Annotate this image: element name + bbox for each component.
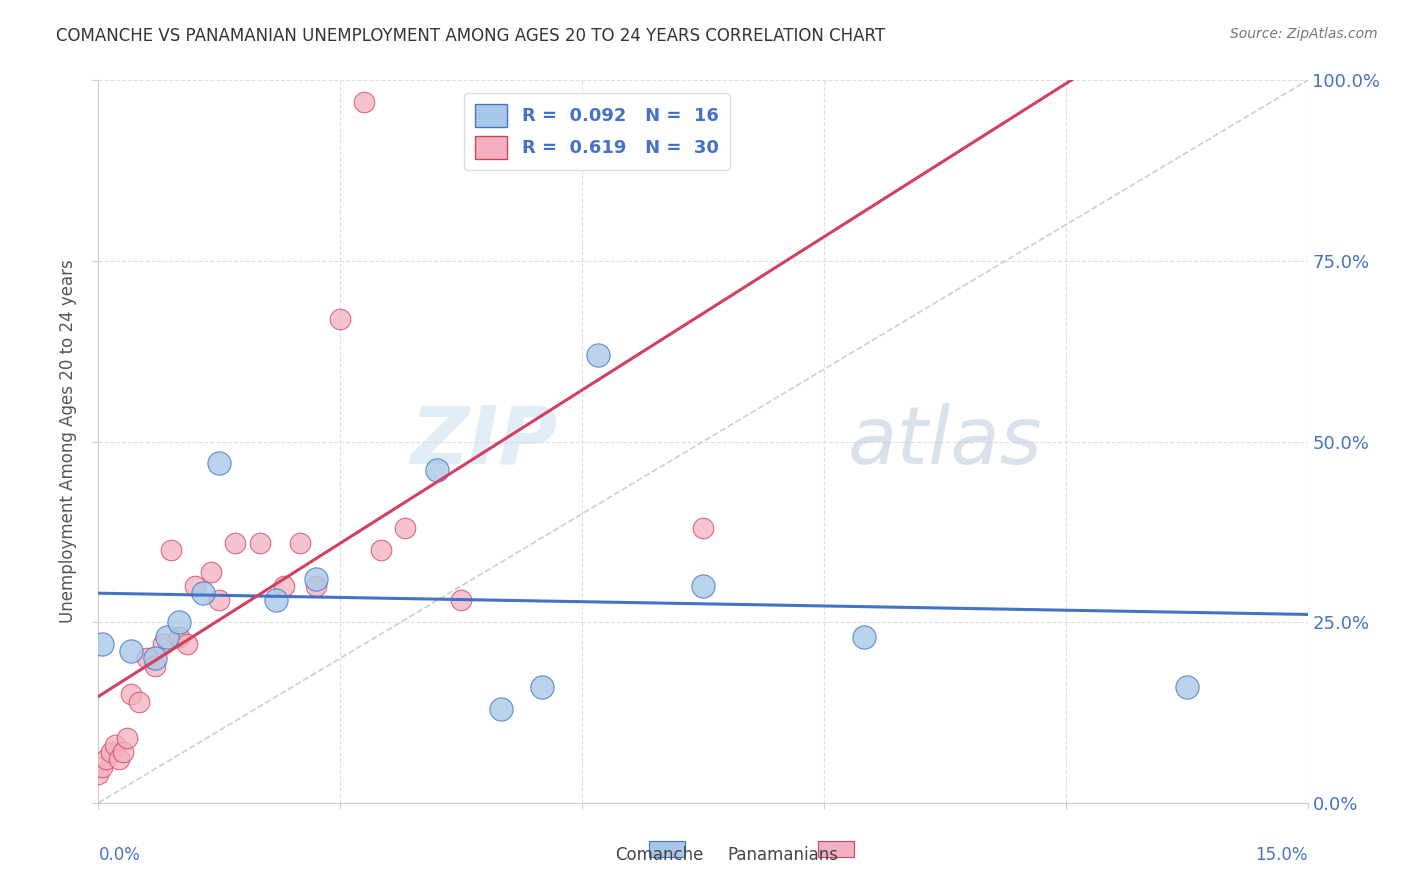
Point (167, 630, 190, 644)
Point (586, 348, 609, 362)
Point (91, 637, 114, 651)
Point (353, 95, 375, 109)
Point (100, 745, 122, 759)
Point (143, 658, 166, 673)
Text: Panamanians: Panamanians (727, 847, 838, 864)
Point (1175, 680, 1198, 694)
Point (91, 760, 114, 774)
Point (853, 630, 876, 644)
Y-axis label: Unemployment Among Ages 20 to 24 years: Unemployment Among Ages 20 to 24 years (59, 260, 77, 624)
Text: Comanche: Comanche (614, 847, 703, 864)
Point (530, 680, 553, 694)
Point (224, 535, 246, 549)
Point (288, 535, 311, 549)
Text: Source: ZipAtlas.com: Source: ZipAtlas.com (1230, 27, 1378, 41)
Text: atlas: atlas (848, 402, 1043, 481)
Point (128, 695, 150, 709)
Point (200, 565, 222, 579)
Text: 0.0%: 0.0% (98, 847, 141, 864)
Point (96, 752, 118, 766)
Point (143, 651, 166, 665)
Point (692, 579, 714, 593)
Point (193, 586, 215, 600)
Point (426, 463, 449, 477)
Point (692, 521, 714, 535)
Bar (818, 841, 855, 857)
Point (273, 579, 295, 593)
Point (176, 637, 198, 651)
Point (208, 593, 231, 607)
Bar (648, 841, 685, 857)
Point (87, 767, 110, 781)
Point (156, 630, 179, 644)
Point (160, 542, 183, 557)
Text: COMANCHE VS PANAMANIAN UNEMPLOYMENT AMONG AGES 20 TO 24 YEARS CORRELATION CHART: COMANCHE VS PANAMANIAN UNEMPLOYMENT AMON… (56, 27, 886, 45)
Text: 15.0%: 15.0% (1256, 847, 1308, 864)
Point (120, 687, 142, 701)
Point (450, 593, 472, 607)
Point (370, 542, 392, 557)
Text: ZIP: ZIP (411, 402, 558, 481)
Point (152, 637, 174, 651)
Point (394, 521, 416, 535)
Point (184, 579, 207, 593)
Point (305, 572, 328, 586)
Point (305, 579, 328, 593)
Point (264, 593, 287, 607)
Point (111, 745, 134, 759)
Point (208, 456, 231, 470)
Point (120, 644, 142, 658)
Point (135, 651, 157, 665)
Legend: R =  0.092   N =  16, R =  0.619   N =  30: R = 0.092 N = 16, R = 0.619 N = 30 (464, 93, 730, 170)
Point (103, 738, 125, 752)
Point (491, 702, 513, 716)
Point (329, 311, 352, 326)
Point (115, 731, 138, 745)
Point (249, 535, 271, 549)
Point (107, 752, 129, 766)
Point (167, 615, 190, 630)
